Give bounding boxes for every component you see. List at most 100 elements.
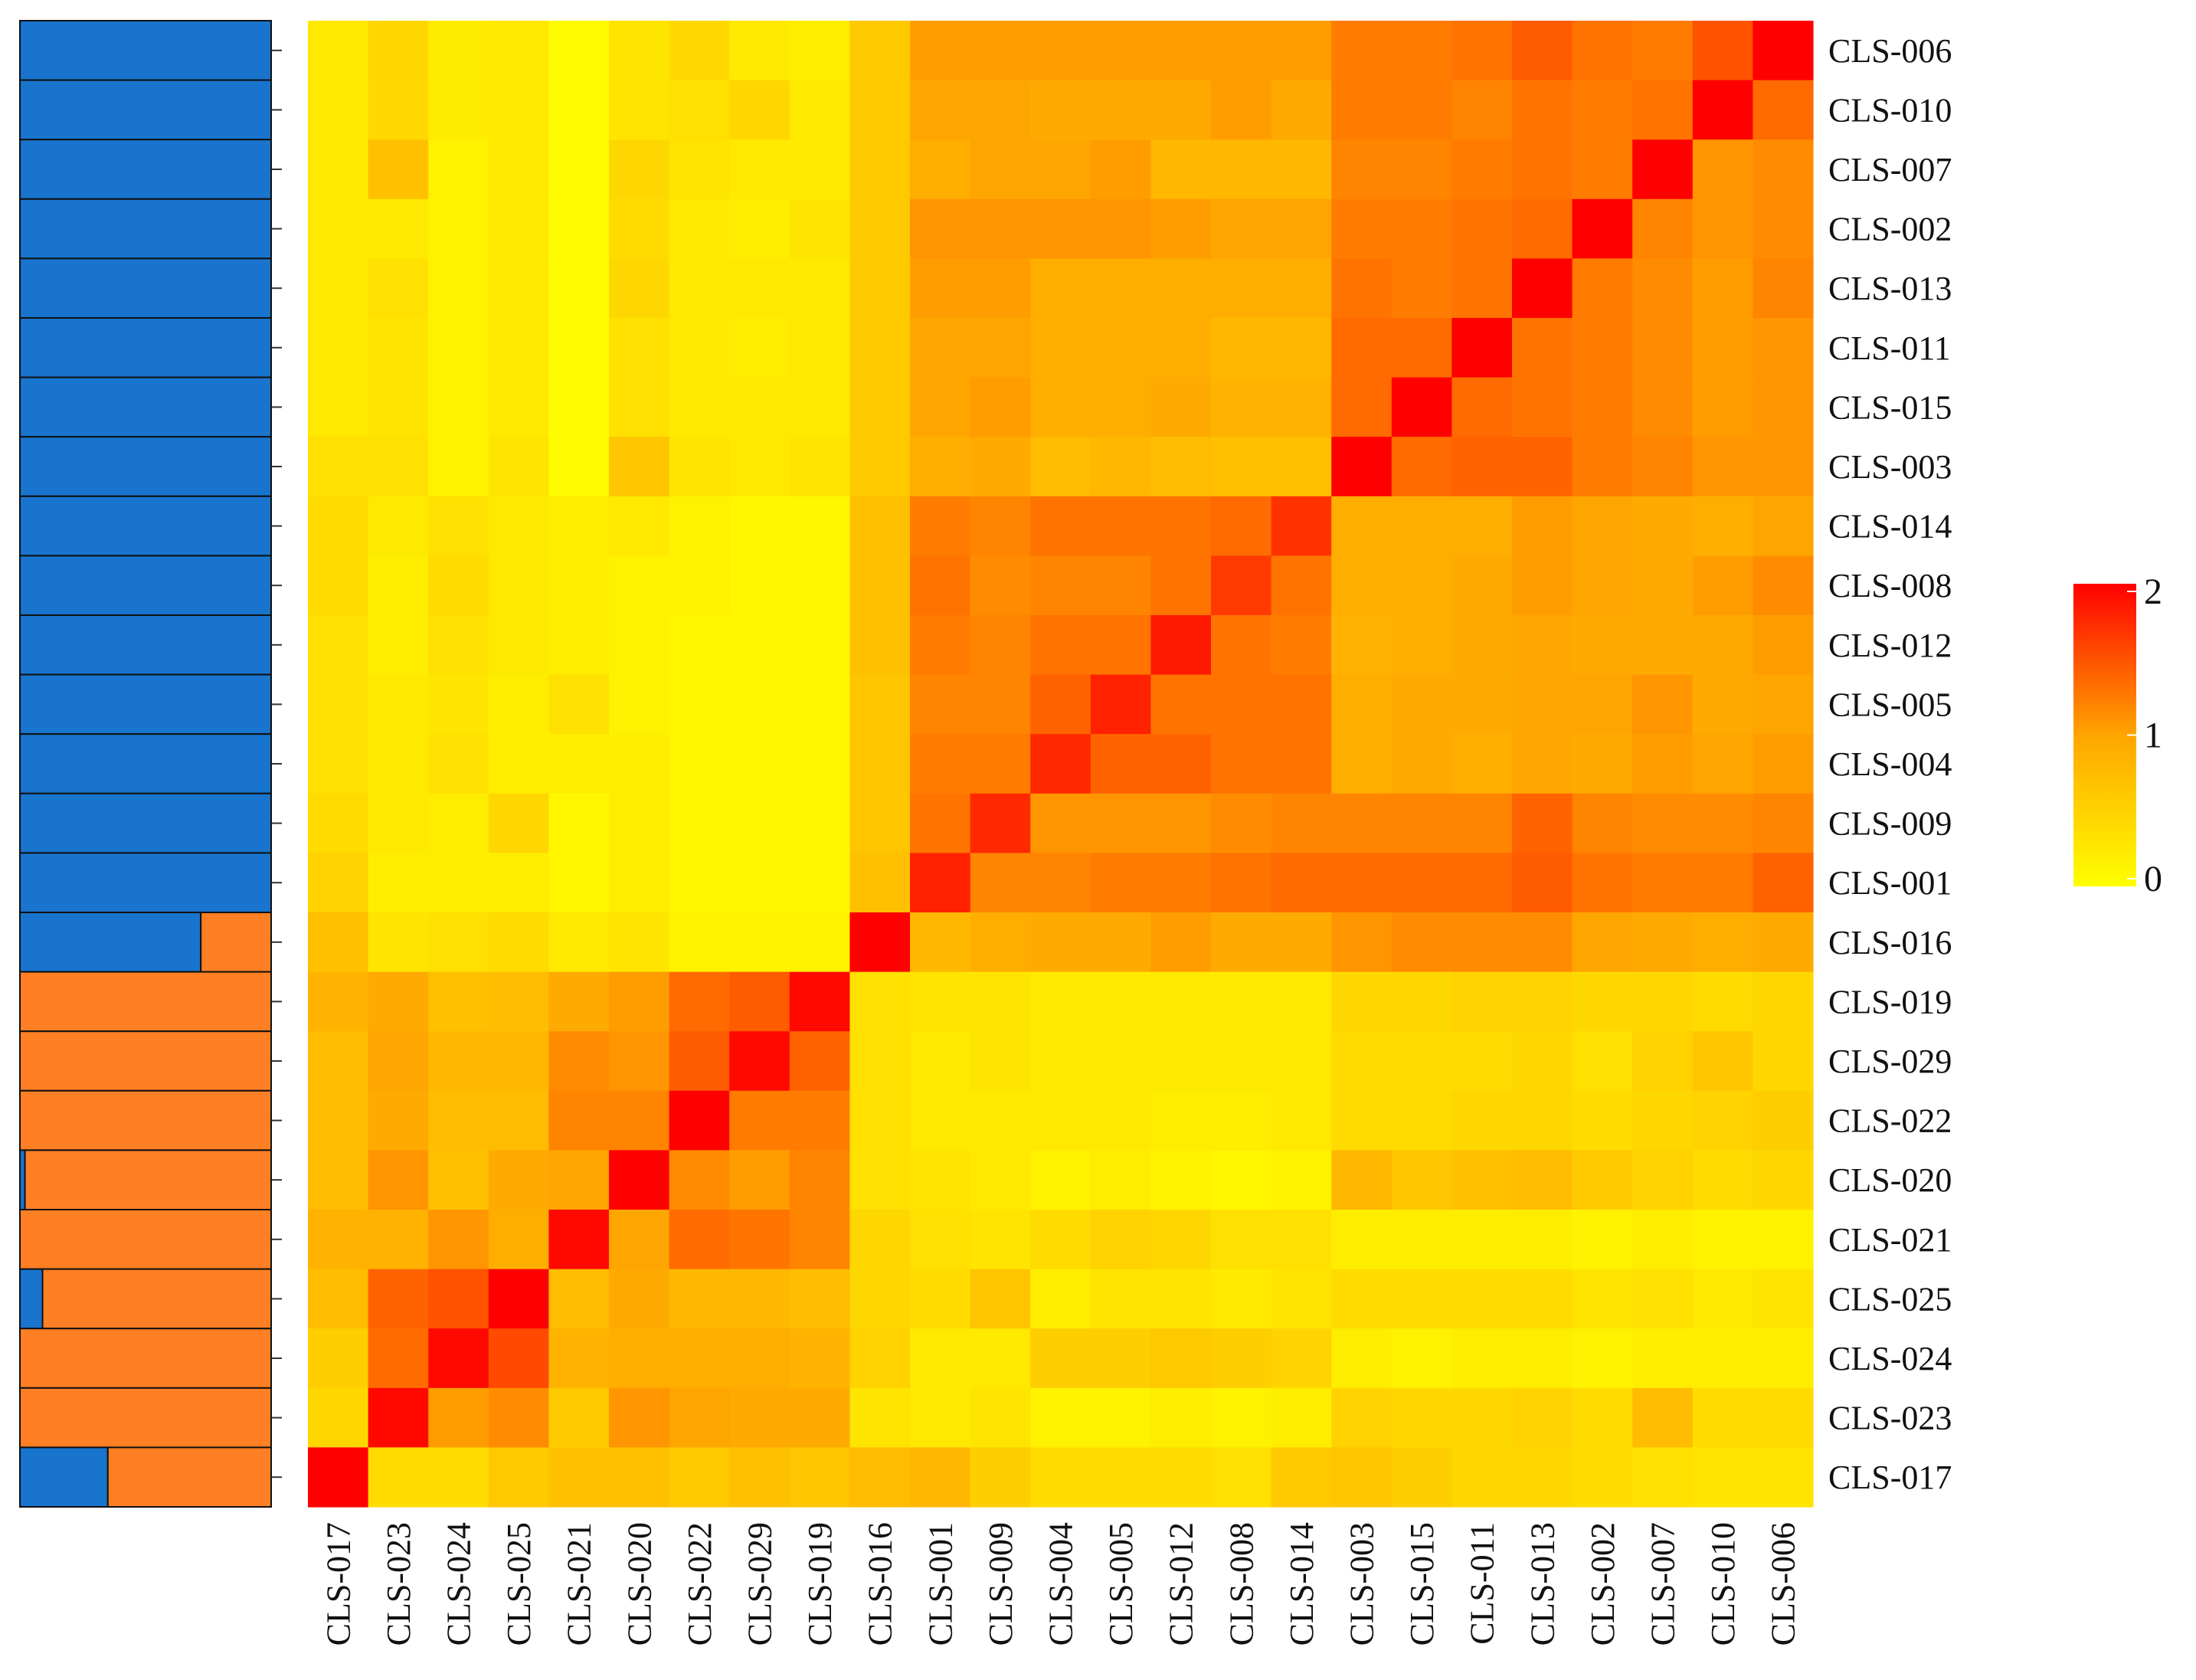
- heatmap-cell: [308, 1269, 369, 1329]
- heatmap-cell: [910, 971, 971, 1032]
- heatmap-cell: [1753, 734, 1814, 794]
- heatmap-cell: [548, 555, 610, 616]
- heatmap-cell: [1512, 318, 1573, 378]
- structure-bar-segment: [19, 139, 272, 200]
- heatmap-cell: [970, 1387, 1031, 1448]
- heatmap-cell: [428, 912, 489, 973]
- heatmap-cell: [488, 1031, 549, 1092]
- heatmap-cell: [308, 555, 369, 616]
- heatmap-cell: [910, 1031, 971, 1092]
- heatmap-cell: [1090, 1447, 1151, 1508]
- heatmap-cell: [910, 555, 971, 616]
- heatmap-cell: [1150, 139, 1212, 200]
- heatmap-cell: [1271, 1090, 1332, 1151]
- heatmap-cell: [849, 80, 911, 140]
- heatmap-cell: [970, 853, 1031, 913]
- row-label: CLS-012: [1828, 627, 1952, 664]
- heatmap-cell: [1572, 21, 1633, 81]
- heatmap-cell: [1090, 1269, 1151, 1329]
- structure-bar-segment: [19, 912, 202, 973]
- heatmap-cell: [1632, 1269, 1694, 1329]
- heatmap-cell: [368, 1090, 429, 1151]
- heatmap-cell: [368, 1031, 429, 1092]
- heatmap-cell: [1391, 1328, 1452, 1389]
- heatmap-cell: [910, 1210, 971, 1270]
- heatmap-cell: [789, 674, 850, 735]
- heatmap-cell: [910, 853, 971, 913]
- row-label: CLS-009: [1828, 805, 1952, 843]
- heatmap-cell: [368, 912, 429, 973]
- structure-bar-segment: [19, 614, 272, 676]
- heatmap-cell: [1451, 1269, 1513, 1329]
- heatmap-cell: [1211, 971, 1272, 1032]
- heatmap-cell: [1692, 1150, 1753, 1210]
- row-label: CLS-014: [1828, 508, 1952, 545]
- heatmap-cell: [428, 437, 489, 497]
- heatmap-cell: [1692, 258, 1753, 319]
- heatmap-cell: [669, 1210, 730, 1270]
- heatmap-cell: [849, 912, 911, 973]
- heatmap-cell: [1391, 21, 1452, 81]
- heatmap-cell: [1451, 971, 1513, 1032]
- heatmap-cell: [1451, 496, 1513, 556]
- heatmap-cell: [548, 912, 610, 973]
- heatmap-cell: [849, 674, 911, 735]
- heatmap-cell: [368, 1447, 429, 1508]
- column-label: CLS-020: [620, 1522, 658, 1646]
- heatmap-cell: [970, 615, 1031, 676]
- heatmap-cell: [1150, 1269, 1212, 1329]
- heatmap-cell: [428, 1031, 489, 1092]
- heatmap-cell: [970, 1447, 1031, 1508]
- heatmap-cell: [1753, 615, 1814, 676]
- heatmap-cell: [1692, 437, 1753, 497]
- heatmap-cell: [488, 912, 549, 973]
- heatmap-cell: [488, 555, 549, 616]
- heatmap-cell: [1572, 734, 1633, 794]
- heatmap-cell: [789, 1447, 850, 1508]
- heatmap-cell: [1271, 318, 1332, 378]
- heatmap-cell: [1030, 377, 1091, 437]
- heatmap-cell: [1211, 80, 1272, 140]
- heatmap-cell: [1753, 318, 1814, 378]
- heatmap-cell: [1331, 971, 1393, 1032]
- heatmap-cell: [1271, 258, 1332, 319]
- heatmap-cell: [1211, 318, 1272, 378]
- heatmap-cell: [1451, 80, 1513, 140]
- heatmap-cell: [1451, 1210, 1513, 1270]
- heatmap-cell: [1692, 496, 1753, 556]
- heatmap-cell: [970, 674, 1031, 735]
- heatmap-cell: [1632, 139, 1694, 200]
- heatmap-cell: [1512, 912, 1573, 973]
- heatmap-cell: [849, 1090, 911, 1151]
- heatmap-cell: [1030, 1031, 1091, 1092]
- heatmap-cell: [1211, 258, 1272, 319]
- heatmap-cell: [729, 318, 790, 378]
- heatmap-cell: [1150, 437, 1212, 497]
- column-label: CLS-007: [1645, 1522, 1682, 1646]
- column-label: CLS-013: [1523, 1522, 1561, 1646]
- heatmap-cell: [1753, 437, 1814, 497]
- heatmap-cell: [1271, 793, 1332, 853]
- heatmap-cell: [488, 853, 549, 913]
- heatmap-cell: [669, 971, 730, 1032]
- heatmap-cell: [1692, 318, 1753, 378]
- heatmap-cell: [1632, 1447, 1694, 1508]
- heatmap-cell: [548, 318, 610, 378]
- heatmap-cell: [970, 793, 1031, 853]
- heatmap-cell: [1632, 377, 1694, 437]
- heatmap-cell: [1331, 437, 1393, 497]
- heatmap-cell: [729, 734, 790, 794]
- heatmap-cell: [1030, 1090, 1091, 1151]
- heatmap-cell: [1090, 496, 1151, 556]
- heatmap-cell: [1331, 1210, 1393, 1270]
- heatmap-cell: [428, 793, 489, 853]
- heatmap-cell: [1391, 318, 1452, 378]
- heatmap-cell: [1030, 258, 1091, 319]
- heatmap-cell: [1692, 971, 1753, 1032]
- heatmap-cell: [669, 318, 730, 378]
- heatmap-cell: [1692, 734, 1753, 794]
- heatmap-cell: [1391, 437, 1452, 497]
- heatmap-cell: [1451, 615, 1513, 676]
- heatmap-cell: [368, 1328, 429, 1389]
- colorbar-tick-label: 2: [2144, 571, 2162, 612]
